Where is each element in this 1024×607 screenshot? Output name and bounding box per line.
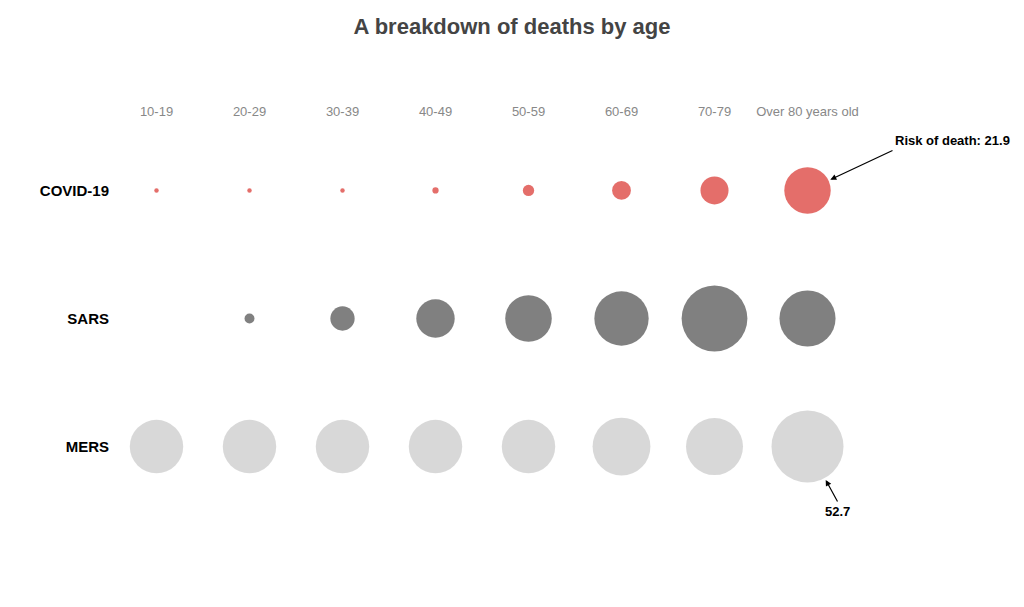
svg-text:MERS: MERS: [66, 438, 109, 455]
svg-text:70-79: 70-79: [698, 104, 731, 119]
svg-text:52.7: 52.7: [825, 504, 850, 519]
svg-text:10-19: 10-19: [140, 104, 173, 119]
svg-text:Over 80 years old: Over 80 years old: [756, 104, 859, 119]
svg-text:50-59: 50-59: [512, 104, 545, 119]
svg-text:A breakdown of deaths by age: A breakdown of deaths by age: [353, 14, 670, 39]
svg-text:Risk of death: 21.9: Risk of death: 21.9: [895, 133, 1010, 148]
svg-text:60-69: 60-69: [605, 104, 638, 119]
svg-text:30-39: 30-39: [326, 104, 359, 119]
svg-text:40-49: 40-49: [419, 104, 452, 119]
svg-text:20-29: 20-29: [233, 104, 266, 119]
svg-text:COVID-19: COVID-19: [40, 182, 109, 199]
svg-text:SARS: SARS: [67, 310, 109, 327]
